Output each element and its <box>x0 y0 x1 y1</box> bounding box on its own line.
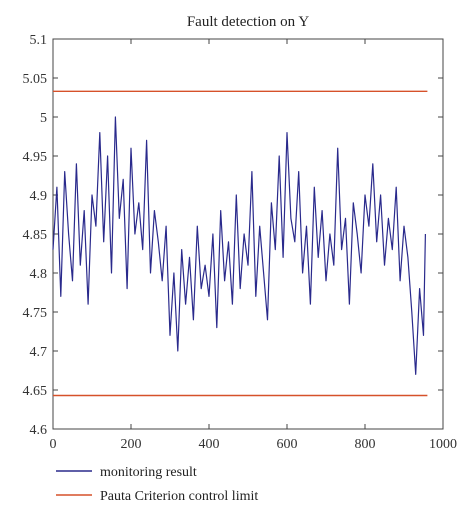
x-tick-label: 600 <box>277 437 298 452</box>
y-tick-label: 4.65 <box>23 384 48 399</box>
legend: monitoring result Pauta Criterion contro… <box>56 465 258 504</box>
y-axis: 4.6 4.65 4.7 4.75 4.8 4.85 4.9 4.95 5 5.05 5.1 <box>23 33 443 438</box>
y-tick-label: 4.6 <box>30 423 48 438</box>
series-layer <box>52 90 428 397</box>
y-tick-label: 4.7 <box>30 345 48 360</box>
y-tick-label: 5.05 <box>23 72 48 87</box>
chart-title: Fault detection on Y <box>187 14 310 30</box>
y-tick-label: 5 <box>40 111 47 126</box>
y-tick-label: 4.75 <box>23 306 48 321</box>
series-monitoring-result <box>52 116 426 375</box>
y-tick-label: 4.9 <box>30 189 48 204</box>
y-tick-label: 5.1 <box>30 33 48 48</box>
legend-label-monitoring-result: monitoring result <box>100 465 197 480</box>
x-tick-label: 800 <box>355 437 376 452</box>
x-axis: 0 200 400 600 800 1000 <box>50 39 457 452</box>
x-tick-label: 200 <box>121 437 142 452</box>
x-tick-label: 400 <box>199 437 220 452</box>
y-tick-label: 4.95 <box>23 150 48 165</box>
y-tick-label: 4.8 <box>30 267 48 282</box>
x-tick-label: 1000 <box>429 437 457 452</box>
plot-frame <box>52 38 444 430</box>
legend-label-control-limit: Pauta Criterion control limit <box>100 489 258 504</box>
x-tick-label: 0 <box>50 437 57 452</box>
y-tick-label: 4.85 <box>23 228 48 243</box>
